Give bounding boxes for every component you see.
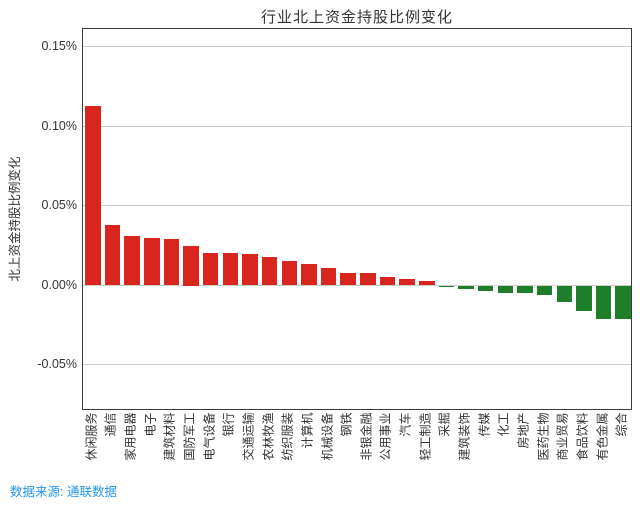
x-tick-label: 交通运输	[241, 412, 256, 461]
bar-家用电器	[124, 236, 140, 286]
x-tick-label: 医药生物	[536, 412, 551, 461]
y-tick-label: 0.15%	[41, 39, 77, 53]
bar-汽车	[399, 278, 415, 286]
x-tick-label: 汽车	[398, 412, 413, 437]
x-tick-label: 银行	[221, 412, 236, 437]
x-tick-label: 农林牧渔	[261, 412, 276, 461]
bar-农林牧渔	[261, 257, 278, 286]
y-tick-label: -0.05%	[37, 357, 77, 371]
x-tick-label: 有色金属	[595, 412, 610, 461]
bar-机械设备	[320, 268, 337, 286]
x-tick-label: 化工	[496, 412, 511, 437]
y-tick-label: 0.05%	[41, 198, 77, 212]
bar-化工	[497, 285, 514, 293]
x-tick-label: 家用电器	[123, 412, 138, 461]
x-tick-label: 计算机	[300, 412, 315, 449]
x-tick-label: 商业贸易	[555, 412, 570, 461]
bar-传媒	[477, 285, 494, 291]
bar-非银金融	[360, 272, 376, 286]
x-tick-label: 钢铁	[339, 412, 354, 437]
bar-交通运输	[242, 254, 258, 286]
bar-建筑装饰	[458, 285, 474, 289]
bar-电子	[144, 237, 160, 286]
x-tick-label: 综合	[614, 412, 629, 437]
bar-商业贸易	[556, 285, 572, 303]
gridline	[83, 205, 631, 206]
bar-电气设备	[202, 252, 219, 286]
x-tick-label: 建筑材料	[162, 412, 177, 461]
x-tick-label: 机械设备	[320, 412, 335, 461]
bar-采掘	[438, 285, 455, 288]
bar-纺织服装	[281, 260, 297, 286]
y-axis-title: 北上资金持股比例变化	[8, 156, 22, 282]
y-tick-label: 0.00%	[41, 277, 77, 292]
bar-通信	[104, 225, 121, 286]
gridline	[83, 125, 631, 127]
gridline	[83, 284, 631, 286]
x-tick-label: 休闲服务	[84, 412, 99, 461]
x-tick-label: 电气设备	[202, 412, 217, 461]
bar-公用事业	[379, 276, 396, 286]
bar-食品饮料	[576, 285, 592, 311]
bar-计算机	[301, 264, 317, 286]
x-tick-label: 房地产	[516, 412, 531, 449]
data-source-note: 数据来源: 通联数据	[10, 485, 117, 499]
x-tick-label: 采掘	[437, 412, 452, 437]
gridline	[83, 364, 631, 365]
x-tick-label: 纺织服装	[280, 412, 295, 461]
bar-银行	[222, 252, 239, 286]
y-tick-label: 0.10%	[41, 118, 77, 133]
bar-钢铁	[340, 272, 356, 286]
x-tick-label: 建筑装饰	[457, 412, 472, 461]
bar-轻工制造	[419, 281, 435, 286]
x-tick-label: 传媒	[477, 412, 492, 437]
x-tick-label: 电子	[143, 412, 158, 437]
x-tick-label: 公用事业	[378, 412, 393, 461]
bar-房地产	[517, 285, 533, 293]
bar-国防军工	[183, 245, 199, 286]
x-tick-label: 通信	[103, 412, 118, 437]
x-tick-label: 国防军工	[182, 412, 197, 461]
x-tick-label: 轻工制造	[418, 412, 433, 461]
bar-医药生物	[536, 285, 553, 296]
plot-area	[82, 28, 632, 410]
x-tick-label: 非银金融	[359, 412, 374, 461]
bar-综合	[615, 285, 631, 319]
gridline	[83, 46, 631, 47]
bar-有色金属	[595, 285, 612, 319]
bar-休闲服务	[85, 105, 101, 286]
x-tick-label: 食品饮料	[575, 412, 590, 461]
bar-建筑材料	[163, 238, 180, 286]
chart-title: 行业北上资金持股比例变化	[260, 9, 453, 26]
